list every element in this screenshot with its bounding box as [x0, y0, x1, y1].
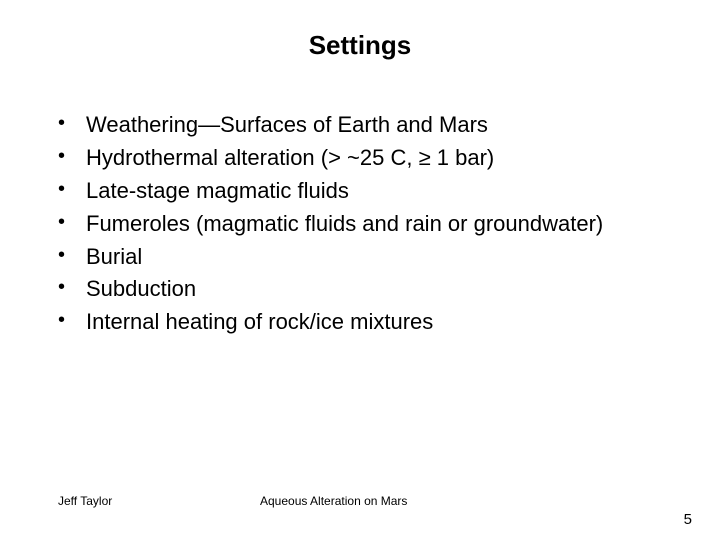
page-number: 5 [684, 511, 692, 528]
footer-author: Jeff Taylor [58, 494, 112, 508]
list-item: Hydrothermal alteration (> ~25 C, ≥ 1 ba… [86, 142, 670, 174]
list-item: Subduction [86, 273, 670, 305]
list-item: Fumeroles (magmatic fluids and rain or g… [86, 208, 670, 240]
bullet-list: Weathering—Surfaces of Earth and Mars Hy… [50, 109, 670, 338]
slide-container: Settings Weathering—Surfaces of Earth an… [0, 0, 720, 540]
slide-title: Settings [50, 30, 670, 61]
footer-topic: Aqueous Alteration on Mars [260, 494, 407, 508]
list-item: Weathering—Surfaces of Earth and Mars [86, 109, 670, 141]
list-item: Burial [86, 241, 670, 273]
list-item: Internal heating of rock/ice mixtures [86, 306, 670, 338]
list-item: Late-stage magmatic fluids [86, 175, 670, 207]
